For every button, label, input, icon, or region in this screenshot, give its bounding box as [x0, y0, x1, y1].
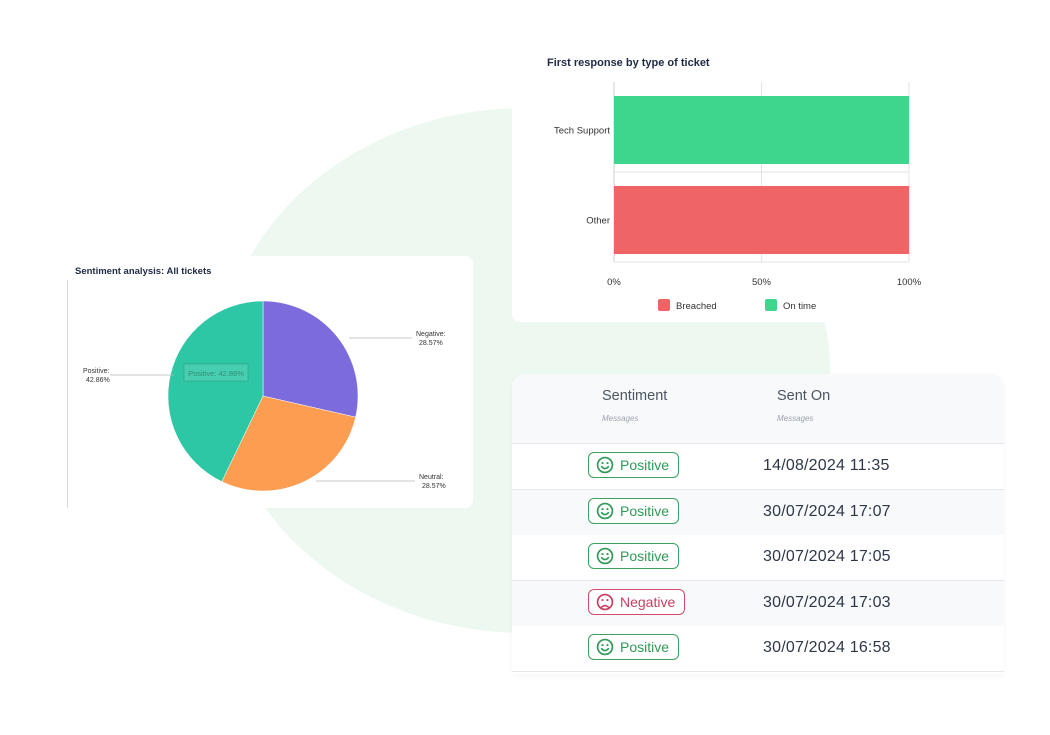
legend-label: On time — [783, 301, 816, 312]
slice-label: Neutral: — [419, 474, 444, 481]
sentiment-badge: Negative — [588, 588, 686, 615]
table-row[interactable]: Positive 30/07/2024 17:07 — [512, 489, 1004, 536]
slice-value-label: 28.57% — [419, 340, 443, 347]
bar-breached — [614, 186, 909, 254]
column-header-sentiment[interactable]: Sentiment — [602, 388, 668, 404]
table-row[interactable]: Positive 14/08/2024 11:35 — [512, 444, 1004, 490]
pie-slice-neutral — [221, 395, 356, 492]
first-response-card: First response by type of ticket Tech Su… — [512, 40, 974, 322]
slice-label: Negative: — [416, 331, 446, 338]
first-response-bar-chart: Tech Support Other 0% 50% 100% Breached On tim… — [554, 82, 922, 312]
sentiment-badge: Positive — [588, 497, 680, 524]
smile-face-icon — [596, 456, 614, 474]
sentiment-analysis-card: Sentiment analysis: All tickets Negative… — [66, 256, 473, 508]
bar-on-time — [614, 96, 909, 164]
legend-label: Breached — [676, 301, 717, 312]
card-divider — [67, 280, 68, 508]
frown-face-icon — [596, 593, 614, 611]
sentiment-label: Positive — [620, 548, 670, 564]
smile-face-icon — [596, 638, 614, 656]
sent-on-value: 30/07/2024 17:03 — [763, 593, 891, 611]
column-subheader-sentiment: Messages — [602, 414, 639, 423]
sent-on-value: 30/07/2024 17:05 — [763, 548, 891, 565]
pie-slice-negative — [262, 300, 359, 418]
bar-chart-title: First response by type of ticket — [547, 57, 710, 69]
table-row[interactable]: Negative 30/07/2024 17:03 — [512, 580, 1004, 627]
smile-face-icon — [596, 502, 614, 520]
tooltip-box — [183, 363, 249, 382]
category-label: Other — [586, 216, 610, 227]
sentiment-pie-chart: Negative: 28.57% Neutral: 28.57% Positive: 42… — [83, 300, 446, 492]
legend-swatch — [765, 299, 777, 311]
legend-swatch — [658, 299, 670, 311]
column-subheader-sent-on: Messages — [777, 414, 814, 423]
slice-value-label: 28.57% — [422, 483, 446, 490]
sentiment-badge: Positive — [588, 452, 680, 478]
sentiment-badge: Positive — [588, 543, 680, 569]
messages-table: Sentiment Messages Sent On Messages Posi… — [512, 374, 1004, 674]
smile-face-icon — [596, 547, 614, 565]
table-row[interactable]: Positive 30/07/2024 16:58 — [512, 626, 1004, 672]
sentiment-label: Positive — [620, 502, 670, 519]
x-tick-label: 50% — [752, 277, 772, 288]
sent-on-value: 30/07/2024 16:58 — [763, 639, 891, 656]
tooltip-text: Positive: 42.86% — [188, 369, 244, 378]
sentiment-label: Positive — [620, 639, 670, 655]
sentiment-label: Positive — [620, 457, 670, 473]
pie-chart-title: Sentiment analysis: All tickets — [75, 266, 212, 277]
table-row[interactable]: Positive 30/07/2024 17:05 — [512, 535, 1004, 581]
sentiment-badge: Positive — [588, 634, 680, 660]
table-header: Sentiment Messages Sent On Messages — [512, 374, 1004, 444]
x-tick-label: 0% — [607, 277, 621, 288]
sent-on-value: 14/08/2024 11:35 — [763, 457, 890, 474]
slice-label: Positive: — [83, 368, 110, 375]
sentiment-label: Negative — [620, 593, 676, 610]
column-header-sent-on[interactable]: Sent On — [777, 388, 831, 404]
slice-value-label: 42.86% — [86, 377, 110, 384]
category-label: Tech Support — [554, 126, 610, 137]
x-tick-label: 100% — [897, 277, 922, 288]
sent-on-value: 30/07/2024 17:07 — [763, 502, 891, 520]
